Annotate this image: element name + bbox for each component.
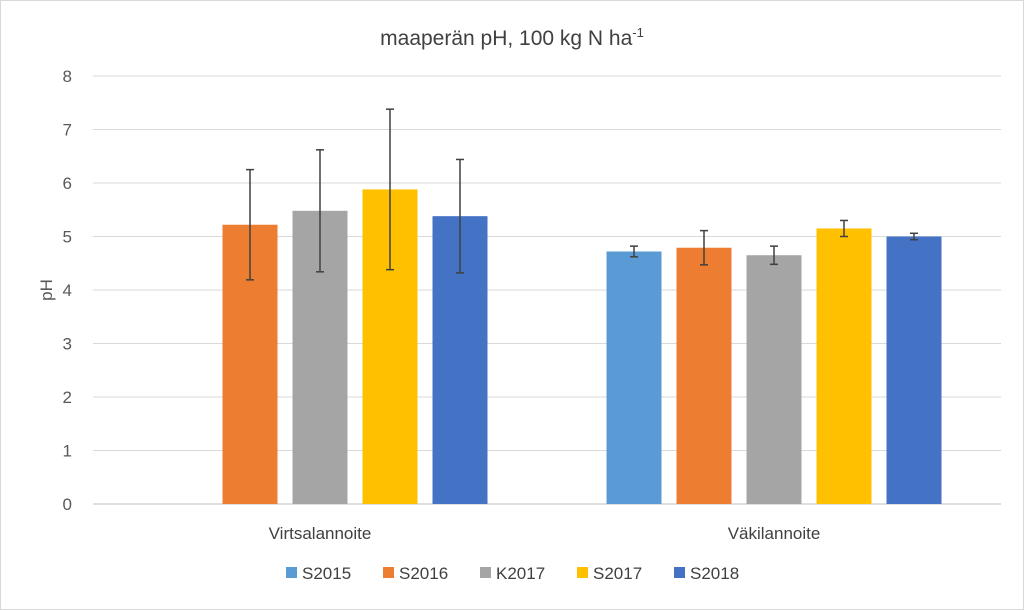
y-axis-title: pH bbox=[37, 279, 56, 301]
y-tick-label: 3 bbox=[63, 335, 72, 354]
x-axis-category-labels: Virtsalannoite Väkilannoite bbox=[269, 524, 821, 543]
legend-swatch-s2015 bbox=[286, 567, 297, 578]
bar-k2017 bbox=[746, 255, 802, 504]
y-axis-tick-labels: 0 1 2 3 4 5 6 7 8 bbox=[63, 67, 72, 514]
legend-swatch-s2018 bbox=[674, 567, 685, 578]
legend: S2015 S2016 K2017 S2017 S2018 bbox=[286, 564, 739, 583]
y-tick-label: 0 bbox=[63, 495, 72, 514]
y-tick-label: 5 bbox=[63, 228, 72, 247]
legend-swatch-s2016 bbox=[383, 567, 394, 578]
y-tick-label: 6 bbox=[63, 174, 72, 193]
chart-title-superscript: -1 bbox=[632, 25, 644, 40]
category-label: Väkilannoite bbox=[728, 524, 821, 543]
chart-title-main: maaperän pH, 100 kg N ha bbox=[380, 27, 632, 50]
bar-s2016 bbox=[676, 247, 732, 505]
y-tick-label: 7 bbox=[63, 121, 72, 140]
error-bars bbox=[246, 108, 918, 281]
category-label: Virtsalannoite bbox=[269, 524, 372, 543]
legend-swatch-s2017 bbox=[577, 567, 588, 578]
bars bbox=[222, 189, 942, 505]
bar-s2015 bbox=[606, 251, 662, 504]
y-tick-label: 8 bbox=[63, 67, 72, 86]
legend-label-s2015: S2015 bbox=[302, 564, 351, 583]
legend-label-s2018: S2018 bbox=[690, 564, 739, 583]
legend-label-k2017: K2017 bbox=[496, 564, 545, 583]
legend-swatch-k2017 bbox=[480, 567, 491, 578]
y-tick-label: 1 bbox=[63, 442, 72, 461]
y-tick-label: 4 bbox=[63, 281, 72, 300]
chart-title: maaperän pH, 100 kg N ha-1 bbox=[380, 25, 644, 50]
bar-s2017 bbox=[816, 228, 872, 504]
bar-s2018 bbox=[886, 236, 942, 504]
legend-label-s2017: S2017 bbox=[593, 564, 642, 583]
legend-label-s2016: S2016 bbox=[399, 564, 448, 583]
y-tick-label: 2 bbox=[63, 388, 72, 407]
